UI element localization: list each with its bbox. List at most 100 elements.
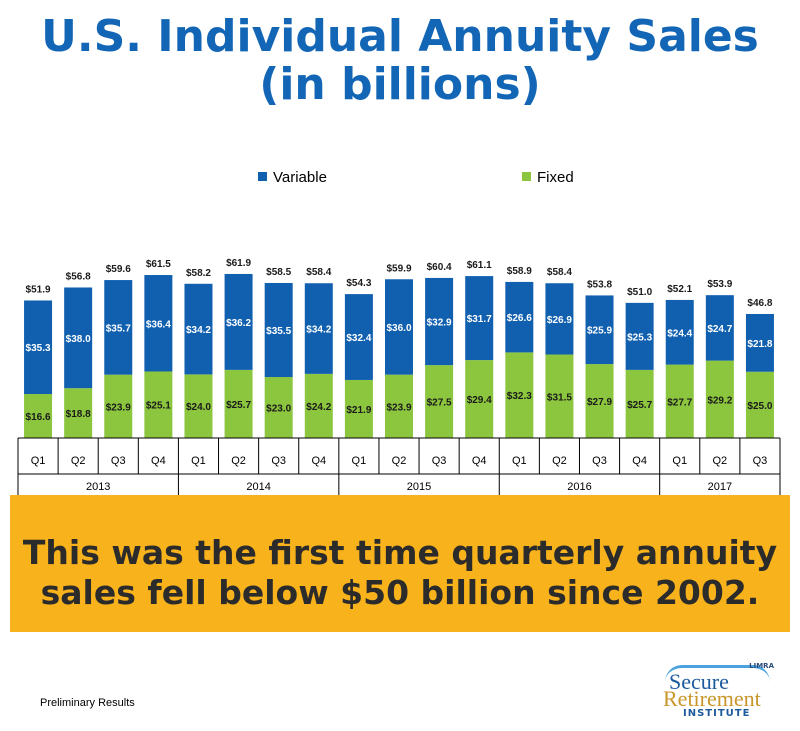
bar-fixed bbox=[705, 360, 734, 438]
data-label-fixed: $31.5 bbox=[547, 392, 572, 403]
data-label-total: $61.1 bbox=[467, 260, 492, 271]
data-label-total: $56.8 bbox=[66, 271, 91, 282]
data-label-total: $58.9 bbox=[507, 266, 532, 277]
bar-fixed bbox=[224, 369, 253, 438]
bar-variable bbox=[545, 283, 574, 355]
year-label: 2017 bbox=[708, 481, 732, 493]
data-label-fixed: $25.0 bbox=[747, 401, 772, 412]
bar-variable bbox=[585, 295, 614, 365]
bar-variable bbox=[224, 273, 253, 370]
x-tick-label: Q1 bbox=[191, 455, 206, 467]
bar-fixed bbox=[344, 379, 373, 438]
year-label: 2015 bbox=[407, 481, 431, 493]
x-tick-label: Q3 bbox=[592, 455, 607, 467]
data-label-total: $58.2 bbox=[186, 268, 211, 279]
bar-fixed bbox=[585, 364, 614, 438]
data-label-variable: $24.4 bbox=[667, 328, 692, 339]
bar-variable bbox=[465, 276, 494, 361]
bar-fixed bbox=[425, 365, 454, 438]
bar-variable bbox=[344, 294, 373, 380]
data-label-fixed: $27.5 bbox=[427, 398, 452, 409]
x-tick-label: Q2 bbox=[231, 455, 246, 467]
bar-fixed bbox=[64, 388, 93, 438]
data-label-fixed: $21.9 bbox=[346, 405, 371, 416]
chart-subtitle: (in billions) bbox=[259, 59, 541, 110]
bar-fixed bbox=[465, 360, 494, 438]
bar-variable bbox=[304, 283, 333, 374]
data-label-variable: $34.2 bbox=[306, 325, 331, 336]
data-label-fixed: $23.9 bbox=[386, 402, 411, 413]
x-tick-label: Q2 bbox=[71, 455, 86, 467]
legend-label-fixed: Fixed bbox=[537, 169, 574, 186]
data-label-total: $52.1 bbox=[667, 284, 692, 295]
data-label-variable: $35.3 bbox=[26, 343, 51, 354]
legend-label-variable: Variable bbox=[273, 169, 327, 186]
bar-fixed bbox=[304, 373, 333, 438]
data-label-fixed: $25.7 bbox=[627, 400, 652, 411]
data-label-fixed: $25.1 bbox=[146, 401, 171, 412]
bar-fixed bbox=[104, 374, 133, 438]
secure-retirement-institute-logo: LIMRA Secure Retirement INSTITUTE bbox=[655, 662, 780, 724]
data-label-variable: $25.3 bbox=[627, 332, 652, 343]
data-label-variable: $26.6 bbox=[507, 313, 532, 324]
data-label-total: $61.5 bbox=[146, 259, 171, 270]
x-tick-label: Q1 bbox=[31, 455, 46, 467]
data-label-fixed: $27.9 bbox=[587, 397, 612, 408]
x-tick-label: Q4 bbox=[151, 455, 166, 467]
data-label-fixed: $23.0 bbox=[266, 404, 291, 415]
data-label-fixed: $24.0 bbox=[186, 402, 211, 413]
legend-swatch-variable bbox=[258, 172, 267, 181]
data-label-total: $51.9 bbox=[26, 284, 51, 295]
data-label-variable: $38.0 bbox=[66, 334, 91, 345]
data-label-variable: $32.4 bbox=[346, 333, 371, 344]
bar-fixed bbox=[24, 394, 53, 438]
x-tick-label: Q1 bbox=[512, 455, 527, 467]
callout-line-2: sales fell below $50 billion since 2002. bbox=[40, 573, 760, 612]
bar-variable bbox=[24, 300, 53, 395]
logo-arc bbox=[665, 665, 770, 682]
data-label-fixed: $27.7 bbox=[667, 397, 692, 408]
data-label-variable: $25.9 bbox=[587, 326, 612, 337]
bar-fixed bbox=[665, 364, 694, 438]
bar-variable bbox=[505, 281, 534, 353]
bar-fixed bbox=[545, 354, 574, 438]
bar-variable bbox=[425, 277, 454, 366]
data-label-total: $51.0 bbox=[627, 287, 652, 298]
data-label-total: $54.3 bbox=[346, 278, 371, 289]
data-label-total: $59.9 bbox=[386, 263, 411, 274]
data-label-total: $53.8 bbox=[587, 279, 612, 290]
bar-variable bbox=[64, 287, 93, 389]
bar-variable bbox=[745, 313, 774, 372]
logo-retirement-text: Retirement bbox=[663, 686, 761, 711]
x-tick-label: Q2 bbox=[392, 455, 407, 467]
data-label-fixed: $29.4 bbox=[467, 395, 492, 406]
data-label-variable: $35.7 bbox=[106, 323, 131, 334]
bar-fixed bbox=[144, 371, 173, 438]
bar-variable bbox=[385, 279, 413, 375]
bar-fixed bbox=[184, 374, 213, 438]
data-label-total: $53.9 bbox=[707, 279, 732, 290]
callout-banner: This was the first time quarterly annuit… bbox=[10, 495, 790, 632]
bar-variable bbox=[264, 282, 293, 378]
data-label-fixed: $24.2 bbox=[306, 402, 331, 413]
bar-variable bbox=[705, 295, 734, 361]
bar-variable bbox=[184, 283, 213, 375]
x-tick-label: Q3 bbox=[432, 455, 447, 467]
bar-variable bbox=[104, 280, 133, 375]
data-label-total: $59.6 bbox=[106, 264, 131, 275]
data-label-variable: $36.0 bbox=[386, 323, 411, 334]
data-label-total: $58.4 bbox=[547, 267, 572, 278]
x-tick-label: Q4 bbox=[632, 455, 647, 467]
year-label: 2016 bbox=[567, 481, 591, 493]
data-label-variable: $32.9 bbox=[427, 318, 452, 329]
data-label-fixed: $29.2 bbox=[707, 395, 732, 406]
data-label-fixed: $23.9 bbox=[106, 402, 131, 413]
x-tick-label: Q1 bbox=[672, 455, 687, 467]
data-label-fixed: $25.7 bbox=[226, 400, 251, 411]
x-tick-label: Q2 bbox=[552, 455, 567, 467]
data-label-fixed: $32.3 bbox=[507, 391, 532, 402]
data-label-fixed: $18.8 bbox=[66, 409, 91, 420]
bar-variable bbox=[144, 275, 173, 372]
data-label-variable: $24.7 bbox=[707, 324, 732, 335]
x-tick-label: Q3 bbox=[271, 455, 286, 467]
